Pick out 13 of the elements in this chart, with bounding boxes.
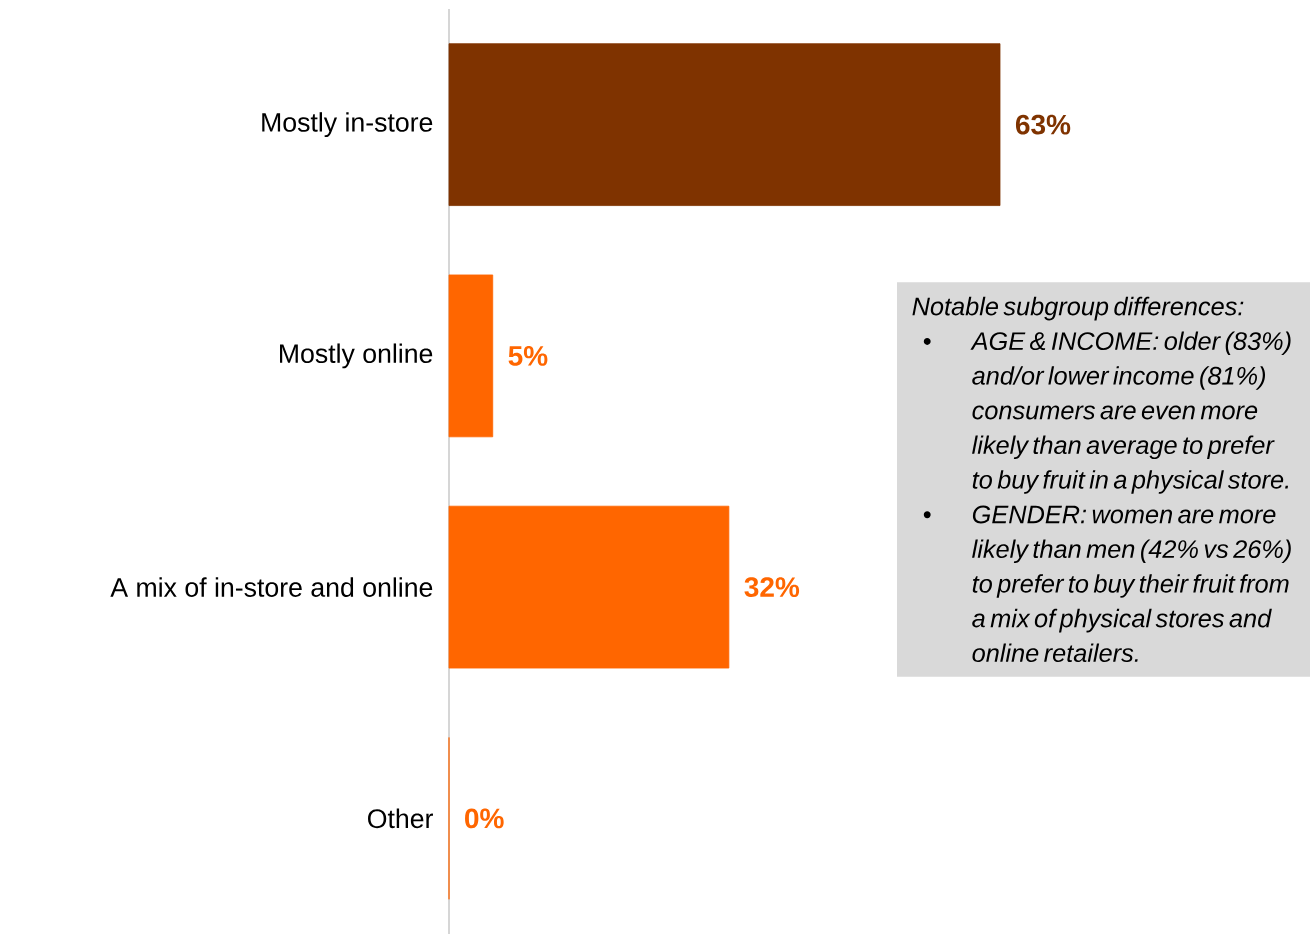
data-label: 32% bbox=[744, 577, 800, 598]
data-label: 63% bbox=[1015, 114, 1071, 135]
y-tick-label: Mostly online bbox=[280, 343, 433, 369]
data-label: 0% bbox=[465, 808, 504, 829]
annotation: GENDER: women are more likely than men (42% vs 26%) to prefer to buy their fruit from a mix of physical stores and online retailers. bbox=[972, 505, 1291, 663]
y-tick-label: Other bbox=[368, 808, 433, 829]
y-tick-label: Mostly in-store bbox=[262, 112, 433, 138]
annotation: • bbox=[923, 338, 931, 345]
annotation: • bbox=[923, 511, 931, 519]
data-label: 5% bbox=[508, 346, 548, 366]
annotation: AGE & INCOME: older (83%) and/or lower income (81%) consumers are even more likely than average to prefer to buy fruit in a physical store. bbox=[970, 331, 1291, 494]
annotation: Notable subgroup differences: bbox=[912, 296, 1244, 321]
y-tick-label: A mix of in-store and online bbox=[110, 577, 433, 597]
